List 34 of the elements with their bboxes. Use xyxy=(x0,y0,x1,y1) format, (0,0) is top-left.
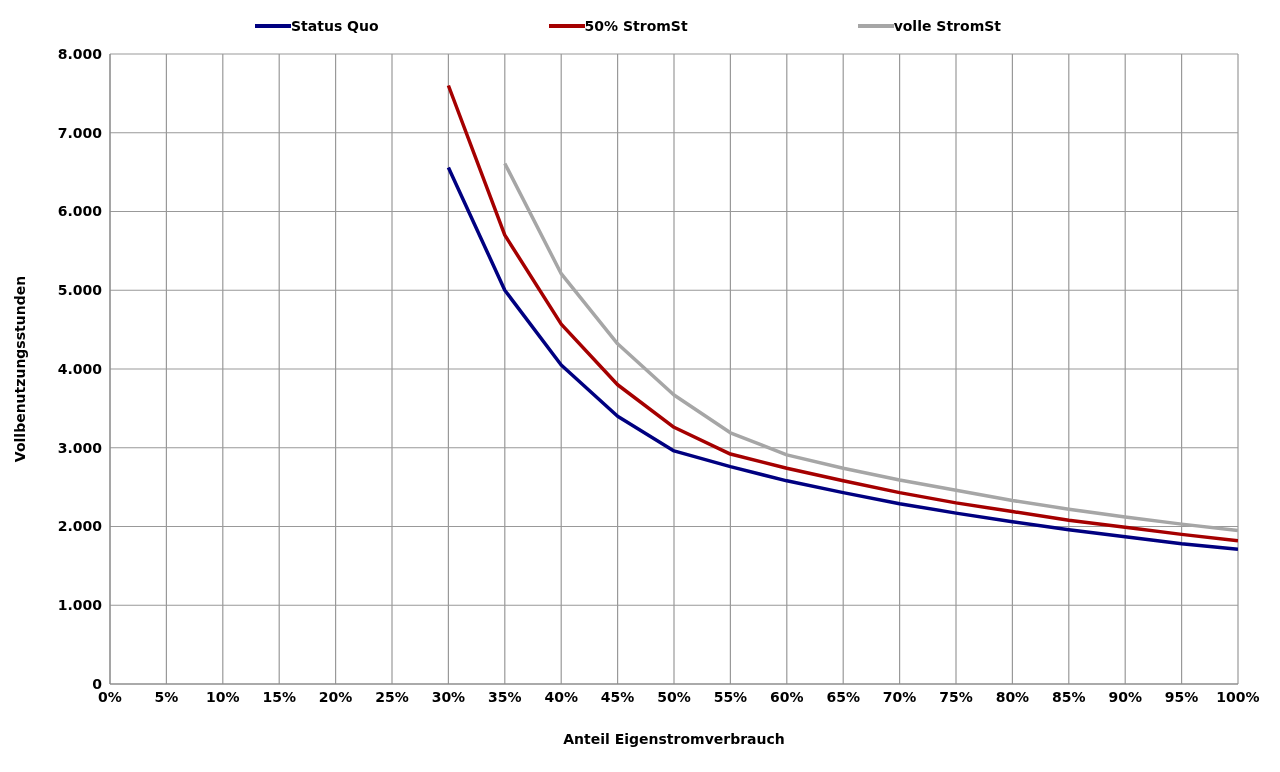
x-tick-label: 50% xyxy=(657,688,691,705)
y-tick-label: 2.000 xyxy=(57,518,103,535)
x-tick-label: 10% xyxy=(206,688,240,705)
line-series xyxy=(446,83,1238,543)
x-tick-label: 55% xyxy=(713,688,748,705)
x-tick-label: 30% xyxy=(431,688,466,705)
y-tick-label: 1.000 xyxy=(57,597,103,614)
x-tick-label: 70% xyxy=(882,688,917,705)
legend-label: volle StromSt xyxy=(893,18,1001,34)
x-tick-label: 60% xyxy=(770,688,804,705)
x-tick-label: 75% xyxy=(939,688,973,705)
x-tick-label: 20% xyxy=(318,688,353,705)
y-tick-label: 6.000 xyxy=(57,203,103,220)
x-tick-label: 65% xyxy=(826,688,860,705)
y-axis-title: Vollbenutzungsstunden xyxy=(11,275,28,463)
x-tick-label: 35% xyxy=(488,688,522,705)
x-tick-label: 90% xyxy=(1108,688,1142,705)
x-tick-label: 45% xyxy=(600,688,635,705)
x-tick-label: 85% xyxy=(1052,688,1086,705)
legend-label: 50% StromSt xyxy=(584,18,688,34)
x-tick-label: 15% xyxy=(262,688,296,705)
legend-label: Status Quo xyxy=(291,18,379,34)
x-tick-label: 100% xyxy=(1216,688,1260,705)
x-tick-label: 40% xyxy=(544,688,578,705)
y-tick-label: 3.000 xyxy=(57,439,103,456)
x-tick-label: 95% xyxy=(1164,688,1199,705)
y-tick-label: 8.000 xyxy=(57,45,103,62)
y-tick-label: 4.000 xyxy=(57,360,103,377)
x-tick-label: 25% xyxy=(375,688,409,705)
y-tick-label: 7.000 xyxy=(57,124,103,141)
x-axis-title: Anteil Eigenstromverbrauch xyxy=(563,731,785,747)
x-tick-label: 80% xyxy=(995,688,1030,705)
y-tick-label: 5.000 xyxy=(57,282,103,299)
x-tick-label: 5% xyxy=(154,688,179,705)
